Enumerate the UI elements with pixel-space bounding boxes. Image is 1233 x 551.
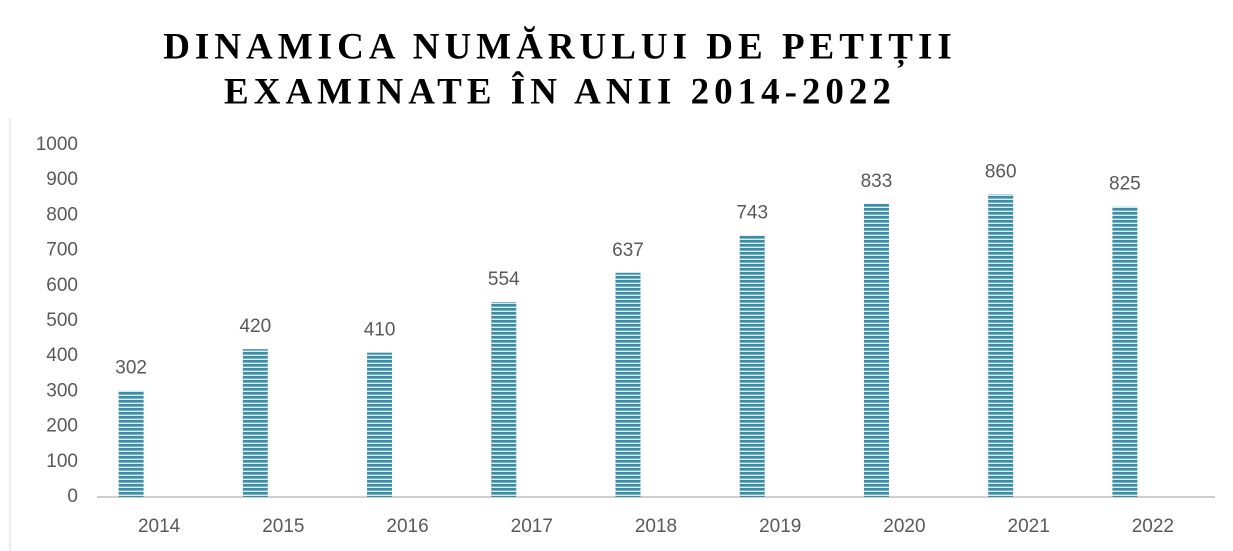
y-tick-label: 1000 — [36, 134, 78, 155]
bar — [118, 390, 144, 497]
x-tick-label: 2022 — [1132, 516, 1174, 537]
y-tick-label: 400 — [46, 345, 78, 366]
bar — [491, 301, 517, 497]
data-label: 743 — [736, 202, 768, 223]
data-label: 410 — [364, 320, 396, 341]
data-label: 420 — [239, 316, 271, 337]
x-tick-label: 2018 — [635, 516, 677, 537]
y-tick-label: 0 — [67, 486, 78, 507]
bar — [739, 235, 765, 498]
bar — [988, 194, 1014, 497]
bar — [615, 272, 641, 497]
x-tick-label: 2017 — [511, 516, 553, 537]
bar — [242, 349, 268, 497]
data-label: 860 — [985, 161, 1017, 182]
x-tick-label: 2019 — [759, 516, 801, 537]
y-tick-label: 700 — [46, 240, 78, 261]
x-tick-label: 2015 — [262, 516, 304, 537]
data-label: 302 — [115, 358, 147, 379]
y-tick-label: 500 — [46, 310, 78, 331]
data-label: 637 — [612, 240, 644, 261]
y-tick-label: 900 — [46, 169, 78, 190]
x-tick-label: 2020 — [883, 516, 925, 537]
y-tick-label: 800 — [46, 204, 78, 225]
data-label: 554 — [488, 269, 520, 290]
bar — [1112, 206, 1138, 497]
y-tick-label: 600 — [46, 275, 78, 296]
data-label: 825 — [1109, 174, 1141, 195]
bar — [863, 203, 889, 497]
x-tick-label: 2021 — [1008, 516, 1050, 537]
y-tick-label: 300 — [46, 380, 78, 401]
bar — [367, 352, 393, 497]
chart-title: EXAMINATE ÎN ANII 2014-2022 — [224, 70, 896, 112]
y-tick-label: 200 — [46, 416, 78, 437]
y-tick-label: 100 — [46, 451, 78, 472]
data-label: 833 — [861, 171, 893, 192]
x-tick-label: 2014 — [138, 516, 181, 537]
x-tick-label: 2016 — [386, 516, 428, 537]
chart-title: DINAMICA NUMĂRULUI DE PETIȚII — [163, 25, 957, 68]
